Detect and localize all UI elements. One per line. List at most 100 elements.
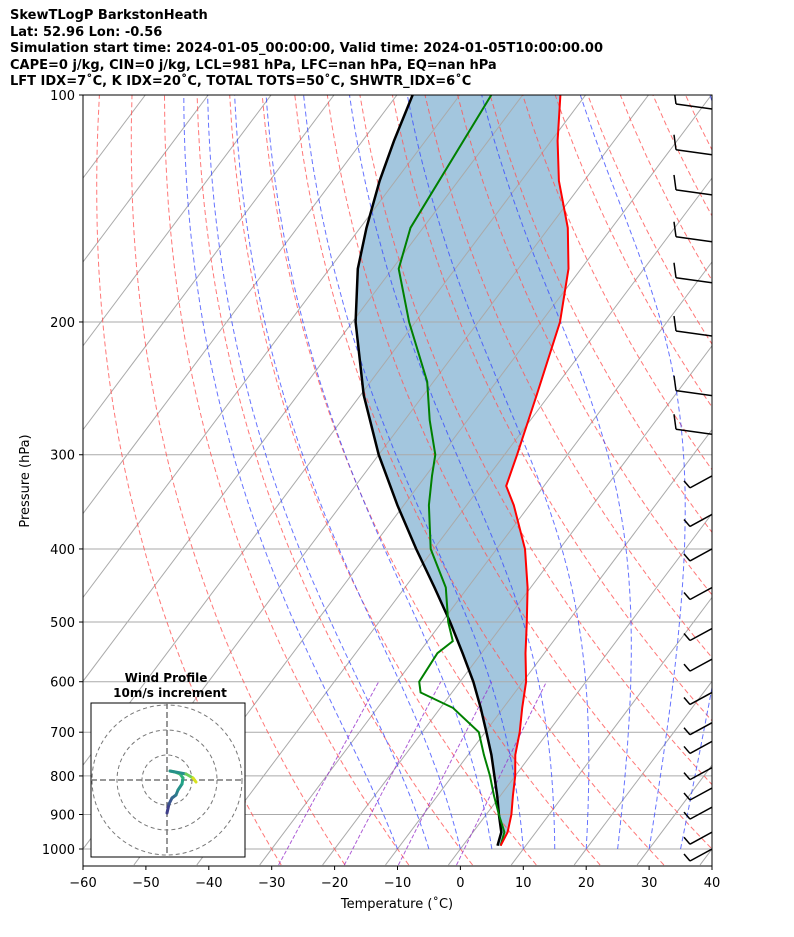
x-tick-label: −20 xyxy=(321,876,348,891)
barb-flag xyxy=(683,727,691,736)
wind-profile-inset: Wind Profile 10m/s increment xyxy=(90,671,246,858)
isotherm-line xyxy=(510,596,712,866)
barb-staff xyxy=(689,740,712,755)
dry-adiabat xyxy=(489,95,712,534)
barb-flag xyxy=(683,480,691,489)
wind-barb xyxy=(683,787,712,801)
barb-staff xyxy=(689,787,712,801)
isotherm-line xyxy=(0,95,82,865)
index-line: LFT IDX=7˚C, K IDX=20˚C, TOTAL TOTS=50˚C… xyxy=(10,74,472,89)
dry-adiabat xyxy=(685,95,712,152)
barb-flag xyxy=(673,134,677,150)
isotherm-line xyxy=(83,95,398,515)
moist-adiabat xyxy=(711,846,712,849)
barb-staff xyxy=(675,389,712,397)
wind-barb xyxy=(683,691,712,706)
barb-flag xyxy=(673,262,677,278)
x-axis: −60 −50 −40 −30 −20 −10 0 10 20 30 40 xyxy=(69,866,720,891)
wind-barb xyxy=(683,848,712,862)
moist-adiabat xyxy=(579,95,686,850)
cape-fill-layer xyxy=(355,95,569,846)
x-tick-label: −10 xyxy=(384,876,411,891)
barb-flag xyxy=(673,315,677,332)
isotherm-line xyxy=(448,512,712,866)
dry-adiabat xyxy=(229,95,537,866)
dewpoint-line xyxy=(397,95,506,846)
x-tick-label: −50 xyxy=(132,876,159,891)
barb-staff xyxy=(675,330,712,337)
barb-flag xyxy=(673,174,677,191)
barb-staff xyxy=(689,831,712,845)
isotherm-line xyxy=(0,95,20,865)
y-tick-label: 100 xyxy=(50,89,75,104)
y-tick-label: 300 xyxy=(50,449,75,464)
barb-flag xyxy=(683,553,691,562)
hodograph-segment xyxy=(191,776,198,784)
y-axis-label: Pressure (hPa) xyxy=(18,434,33,527)
isotherm-line xyxy=(699,848,712,866)
barb-flag xyxy=(673,221,677,237)
isotherm-line xyxy=(83,95,272,347)
barb-flag xyxy=(683,696,691,705)
moist-adiabat xyxy=(303,95,524,850)
cape-area xyxy=(355,95,569,846)
wind-barbs xyxy=(673,95,712,862)
time-line: Simulation start time: 2024-01-05_00:00:… xyxy=(10,41,603,56)
wind-barb xyxy=(683,806,712,820)
barb-staff xyxy=(675,236,712,243)
hodograph-segment xyxy=(168,769,188,776)
dry-adiabat xyxy=(522,95,712,471)
wind-barb xyxy=(683,658,712,672)
dry-adiabat xyxy=(457,95,712,596)
mixing-ratio-line xyxy=(397,681,493,866)
isotherm-line xyxy=(322,344,712,866)
barb-staff xyxy=(689,586,712,601)
wind-barb xyxy=(673,375,712,397)
isotherm-line xyxy=(196,177,712,866)
x-tick-label: −30 xyxy=(258,876,285,891)
wind-barb xyxy=(673,315,712,337)
dry-adiabat xyxy=(130,95,346,866)
barb-flag xyxy=(683,836,691,845)
barb-flag xyxy=(683,811,691,820)
x-tick-label: 20 xyxy=(578,876,595,891)
series-layer xyxy=(354,95,570,847)
temperature-line xyxy=(499,95,570,847)
dry-adiabat xyxy=(391,95,712,722)
barb-staff xyxy=(675,103,712,110)
isotherm-line xyxy=(83,95,335,431)
location-line: Lat: 52.96 Lon: -0.56 xyxy=(10,24,163,40)
barb-staff xyxy=(689,691,712,706)
chart-title: SkewTLogP BarkstonHeath xyxy=(10,8,208,23)
barb-staff xyxy=(689,627,712,642)
dry-adiabat xyxy=(261,95,601,866)
hodograph-segment xyxy=(165,802,171,815)
dry-adiabat xyxy=(587,95,712,345)
barb-staff xyxy=(675,428,712,435)
dry-adiabat xyxy=(294,95,665,866)
barb-flag xyxy=(683,633,691,641)
isotherm-line xyxy=(573,680,712,866)
barb-flag xyxy=(673,414,677,430)
barb-staff xyxy=(689,475,712,489)
y-tick-label: 1000 xyxy=(42,843,75,858)
parcel-line xyxy=(354,95,503,847)
barb-flag xyxy=(683,518,691,527)
x-tick-label: −60 xyxy=(69,876,96,891)
x-tick-label: 10 xyxy=(515,876,532,891)
y-tick-label: 500 xyxy=(50,616,75,631)
dry-adiabat xyxy=(96,95,282,866)
barb-staff xyxy=(689,513,712,528)
dry-adiabat xyxy=(359,95,712,786)
x-axis-label: Temperature (˚C) xyxy=(340,896,453,912)
barb-flag xyxy=(683,772,691,781)
wind-barb xyxy=(683,475,712,489)
wind-barb xyxy=(683,586,712,601)
moist-adiabat xyxy=(680,95,712,850)
chart-header: SkewTLogP BarkstonHeath Lat: 52.96 Lon: … xyxy=(10,8,603,91)
y-tick-label: 900 xyxy=(50,808,75,823)
barb-flag xyxy=(674,95,677,105)
barb-flag xyxy=(683,792,691,801)
wind-barb xyxy=(674,95,712,110)
